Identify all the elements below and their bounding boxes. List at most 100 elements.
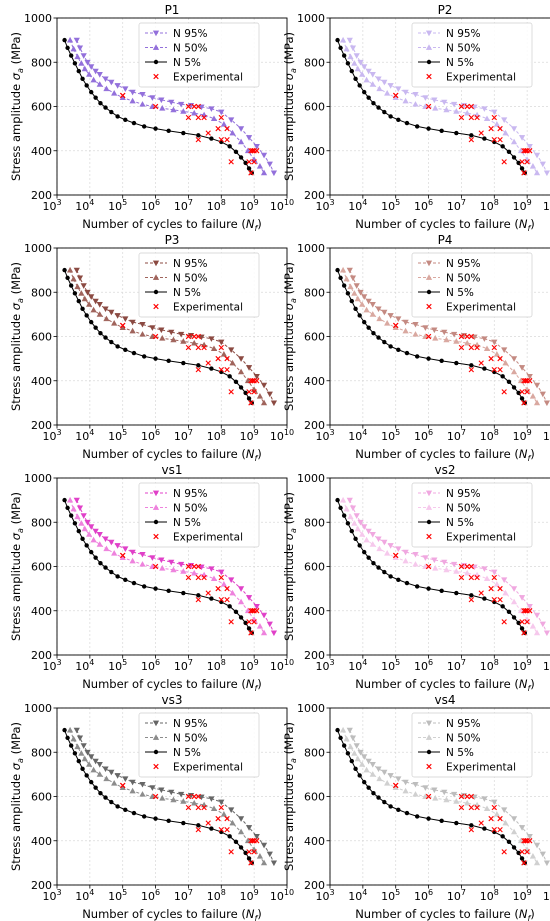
- point-n50: [237, 598, 245, 605]
- legend-box: [138, 22, 260, 88]
- point-n50: [343, 275, 350, 282]
- point-n5: [353, 76, 358, 82]
- cross-stroke: [519, 619, 525, 625]
- tick-base: 10: [108, 430, 122, 443]
- y-label-symbol: σ: [9, 72, 23, 80]
- legend-marker-n95: [425, 490, 433, 497]
- point-experimental: [195, 103, 202, 110]
- point-n50: [90, 76, 97, 83]
- point-n50: [103, 775, 110, 782]
- point-n95: [178, 561, 185, 568]
- x-label-end: ): [530, 677, 535, 691]
- point-n95: [122, 86, 129, 93]
- point-n5: [414, 814, 420, 819]
- legend-marker-experimental: [153, 303, 159, 310]
- tick-base: 10: [240, 200, 254, 213]
- cross-stroke: [195, 574, 202, 581]
- tick-exponent: 4: [89, 198, 94, 207]
- point-n5: [439, 588, 444, 594]
- point-experimental: [218, 344, 224, 351]
- point-n95: [92, 68, 99, 75]
- point-experimental: [205, 590, 211, 596]
- point-n5: [362, 89, 367, 95]
- x-label-subscript: f: [254, 684, 258, 693]
- point-n5: [357, 83, 362, 88]
- cross-stroke: [468, 366, 475, 373]
- point-experimental: [152, 333, 159, 340]
- cross-stroke: [185, 333, 192, 340]
- point-n95: [353, 743, 360, 749]
- legend-label: N 50%: [446, 43, 481, 55]
- point-n95: [80, 53, 87, 59]
- tick-exponent: 6: [428, 888, 433, 897]
- series-line-n95: [349, 39, 548, 174]
- y-tick-label: 600: [304, 101, 325, 114]
- point-n95: [381, 309, 388, 316]
- y-label-end: (MPa): [282, 722, 296, 758]
- point-n50: [139, 791, 146, 797]
- point-n50: [78, 520, 85, 526]
- point-n95: [387, 313, 394, 319]
- y-tick-label: 800: [31, 746, 52, 759]
- point-n5: [519, 856, 525, 861]
- point-n5: [506, 149, 512, 155]
- point-n5: [166, 818, 171, 824]
- cross-stroke: [522, 608, 529, 614]
- point-n5: [196, 593, 201, 598]
- point-experimental: [201, 344, 207, 351]
- point-n95: [108, 769, 115, 776]
- point-n95: [92, 528, 99, 535]
- cross-stroke: [249, 608, 256, 614]
- point-n5: [249, 860, 255, 866]
- point-n5: [76, 68, 81, 74]
- point-n50: [502, 129, 509, 136]
- cross-stroke: [527, 838, 533, 844]
- tick-exponent: 8: [221, 198, 226, 207]
- point-n5: [209, 136, 214, 141]
- point-n5: [166, 358, 171, 364]
- point-n50: [86, 761, 93, 767]
- cross-stroke: [497, 596, 503, 603]
- tick-base: 10: [270, 660, 284, 673]
- tick-exponent: 3: [56, 888, 61, 897]
- tick-base: 10: [108, 660, 122, 673]
- point-n5: [371, 330, 376, 336]
- cross-stroke: [246, 159, 252, 165]
- tick-exponent: 10: [284, 198, 294, 207]
- x-tick-label: 107: [174, 888, 193, 903]
- legend-label: Experimental: [446, 72, 516, 84]
- y-tick-label: 1000: [297, 12, 325, 25]
- x-label-subscript: f: [527, 914, 531, 921]
- cross-stroke: [215, 585, 221, 592]
- point-n95: [129, 549, 136, 556]
- tick-exponent: 9: [527, 198, 532, 207]
- x-tick-label: 109: [240, 888, 259, 903]
- tick-exponent: 7: [188, 198, 193, 207]
- point-experimental: [527, 148, 533, 154]
- legend-marker-n5: [426, 749, 432, 755]
- point-n50: [86, 531, 93, 537]
- point-experimental: [524, 389, 530, 395]
- cross-stroke: [426, 763, 432, 770]
- cross-stroke: [497, 136, 503, 143]
- point-n5: [181, 590, 186, 596]
- cross-stroke: [501, 159, 507, 165]
- point-n95: [357, 519, 364, 526]
- cross-stroke: [527, 148, 533, 154]
- cross-stroke: [120, 782, 126, 789]
- point-n5: [238, 155, 244, 160]
- point-n5: [353, 306, 358, 312]
- point-n95: [357, 749, 364, 756]
- point-n95: [431, 97, 438, 104]
- point-n95: [218, 569, 225, 576]
- cross-stroke: [488, 125, 494, 132]
- x-tick-label: 106: [141, 888, 160, 903]
- tick-exponent: 7: [461, 888, 466, 897]
- tick-exponent: 5: [122, 198, 127, 207]
- legend-box: [138, 252, 260, 318]
- point-n95: [158, 327, 165, 334]
- point-n50: [66, 496, 74, 503]
- point-n50: [210, 575, 218, 582]
- point-n95: [253, 373, 260, 380]
- point-n95: [73, 37, 80, 44]
